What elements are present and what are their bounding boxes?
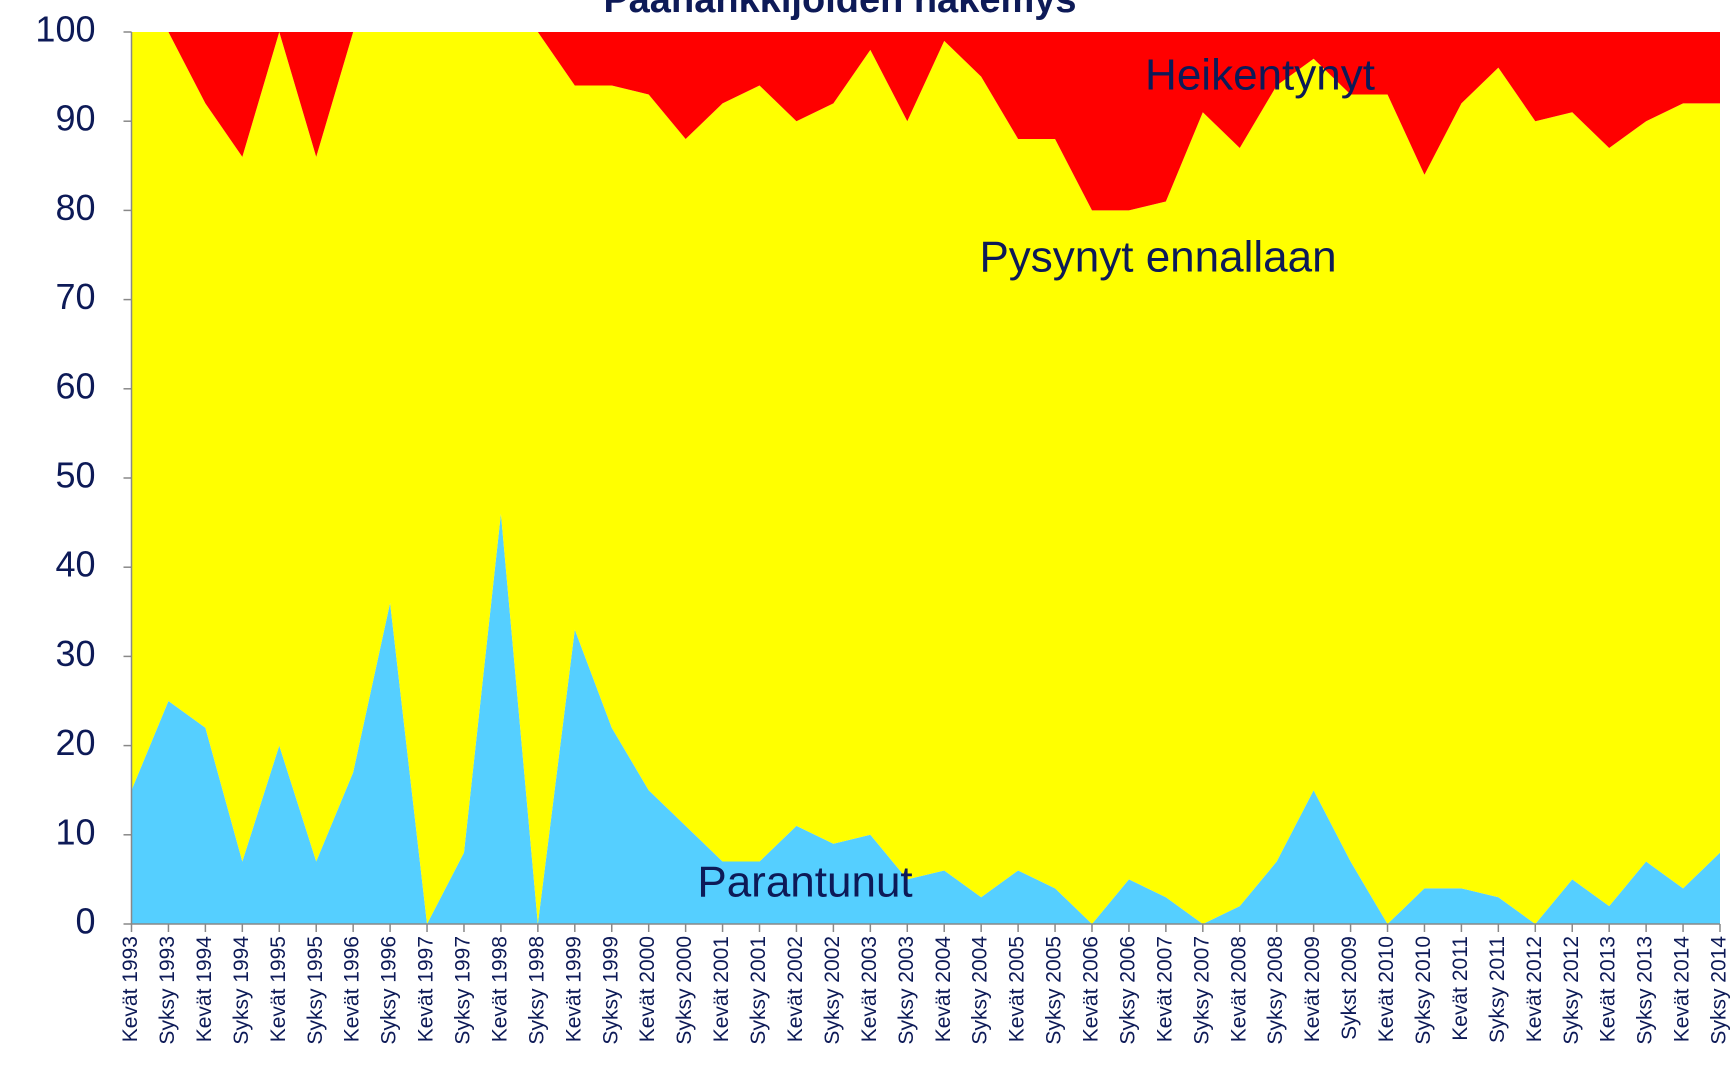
area [131,32,1720,211]
x-tick-label: Syksy 2014 [1708,936,1731,1045]
x-tick-label: Syksy 1995 [304,936,327,1045]
y-tick-label: 40 [55,544,95,585]
x-tick-label: Syksy 2002 [821,936,844,1045]
x-tick-label: Kevät 1998 [488,936,511,1042]
x-tick-label: Syksy 1994 [230,936,253,1045]
x-tick-label: Kevät 2005 [1006,936,1029,1042]
x-tick-label: Kevät 2007 [1153,936,1176,1042]
x-tick-label: Kevät 2004 [932,936,955,1043]
area [131,513,1720,924]
y-tick-label: 70 [55,276,95,317]
series-label: Pysynyt ennallaan [979,233,1336,282]
x-tick-label: Syksy 2006 [1116,936,1139,1045]
series-label: Heikentynyt [1145,51,1375,100]
x-tick-label: Kevät 2001 [710,936,733,1042]
y-tick-label: 10 [55,811,95,852]
y-tick-label: 80 [55,187,95,228]
x-tick-label: Kevät 1995 [267,936,290,1042]
x-tick-label: Kevät 1993 [119,936,142,1042]
x-tick-label: Syksy 2012 [1560,936,1583,1045]
x-tick-label: Kevät 2010 [1375,936,1398,1042]
y-tick-label: 90 [55,98,95,139]
x-tick-label: Syksy 2005 [1043,936,1066,1045]
x-tick-label: Syksy 2004 [969,936,992,1045]
x-tick-label: Kevät 2014 [1671,936,1694,1043]
x-tick-label: Kevät 2002 [784,936,807,1042]
x-tick-label: Kevät 2012 [1523,936,1546,1042]
x-tick-label: Kevät 2003 [858,936,881,1042]
x-tick-label: Kevät 1996 [341,936,364,1042]
x-tick-label: Syksy 2011 [1486,936,1509,1043]
x-tick-label: Kevät 2013 [1597,936,1620,1042]
x-tick-label: Syksy 2008 [1264,936,1287,1045]
x-tick-label: Syksy 1996 [378,936,401,1045]
x-tick-label: Syksy 1993 [156,936,179,1045]
x-tick-label: Kevät 1994 [193,936,216,1043]
x-tick-label: Syksy 1999 [599,936,622,1045]
y-tick-label: 50 [55,455,95,496]
series-label: Parantunut [697,858,912,907]
x-tick-label: Kevät 2008 [1227,936,1250,1042]
x-tick-label: Sykst 2009 [1338,936,1361,1040]
x-tick-label: Kevät 2011 [1449,936,1472,1041]
chart-title: Päähankkijoiden näkemys [603,0,1076,21]
x-tick-label: Syksy 2003 [895,936,918,1045]
x-tick-label: Syksy 2007 [1190,936,1213,1045]
x-tick-label: Kevät 2009 [1301,936,1324,1042]
x-tick-label: Kevät 1999 [562,936,585,1042]
x-tick-label: Syksy 2001 [747,936,770,1045]
area [131,32,1720,924]
x-tick-label: Kevät 2000 [636,936,659,1042]
y-tick-label: 0 [75,901,95,942]
x-tick-label: Syksy 1997 [452,936,475,1045]
x-tick-label: Syksy 2000 [673,936,696,1045]
x-tick-label: Kevät 1997 [415,936,438,1042]
y-tick-label: 20 [55,722,95,763]
x-tick-label: Syksy 2013 [1634,936,1657,1045]
x-tick-label: Syksy 2010 [1412,936,1435,1045]
y-tick-label: 100 [35,9,95,50]
x-tick-label: Kevät 2006 [1080,936,1103,1042]
x-tick-label: Syksy 1998 [525,936,548,1045]
y-tick-label: 60 [55,365,95,406]
y-tick-label: 30 [55,633,95,674]
